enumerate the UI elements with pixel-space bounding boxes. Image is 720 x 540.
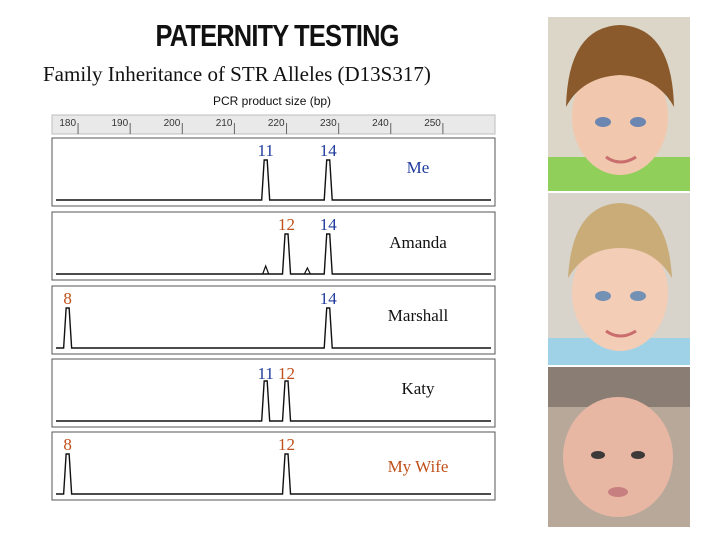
trace-line: [56, 453, 491, 495]
sample-panel: 11 12: [51, 358, 496, 428]
panel-frame: [51, 285, 496, 355]
page-title: PATERNITY TESTING: [155, 18, 399, 53]
allele-label: 12: [278, 364, 295, 383]
allele-label: 14: [320, 289, 338, 308]
allele-label: 11: [257, 141, 273, 160]
sample-name-label: My Wife: [387, 457, 449, 476]
x-tick-label: 230: [320, 118, 337, 129]
x-axis-title: PCR product size (bp): [213, 94, 332, 108]
allele-label: 14: [320, 141, 338, 160]
trace-line: [56, 380, 491, 422]
sample-panel: 8 12: [51, 431, 496, 501]
x-tick-label: 180: [59, 118, 76, 129]
sample-name-label: Marshall: [387, 306, 449, 325]
panel-frame: [51, 137, 496, 207]
sample-name-label: Me: [406, 158, 430, 177]
x-axis-strip: [51, 114, 496, 135]
trace-line: [56, 233, 491, 275]
allele-label: 12: [278, 215, 295, 234]
x-tick-label: 210: [216, 118, 233, 129]
page-subtitle: Family Inheritance of STR Alleles (D13S3…: [43, 62, 431, 86]
allele-label: 14: [320, 215, 338, 234]
sample-name-label: Katy: [401, 379, 435, 398]
x-tick-label: 240: [372, 118, 389, 129]
allele-label: 8: [63, 289, 72, 308]
sample-panel: 12 14: [51, 211, 496, 281]
panel-frame: [51, 358, 496, 428]
stutter-peak: [303, 266, 311, 275]
allele-label: 11: [257, 364, 273, 383]
sample-name-label: Amanda: [389, 233, 447, 252]
stutter-peak: [262, 264, 270, 275]
toddler-photo: [548, 193, 690, 365]
toddler-boy-photo: [548, 17, 690, 191]
allele-label: 12: [278, 435, 295, 454]
panel-frame: [51, 211, 496, 281]
sample-panel: 8 14: [51, 285, 496, 355]
allele-label: 8: [63, 435, 72, 454]
trace-line: [56, 307, 491, 349]
newborn-photo: [548, 367, 690, 527]
trace-line: [56, 159, 491, 201]
sample-panel: 11 14: [51, 137, 496, 207]
x-tick-label: 250: [424, 118, 441, 129]
x-tick-label: 190: [111, 118, 128, 129]
x-tick-label: 220: [268, 118, 285, 129]
panel-frame: [51, 431, 496, 501]
x-tick-label: 200: [164, 118, 181, 129]
